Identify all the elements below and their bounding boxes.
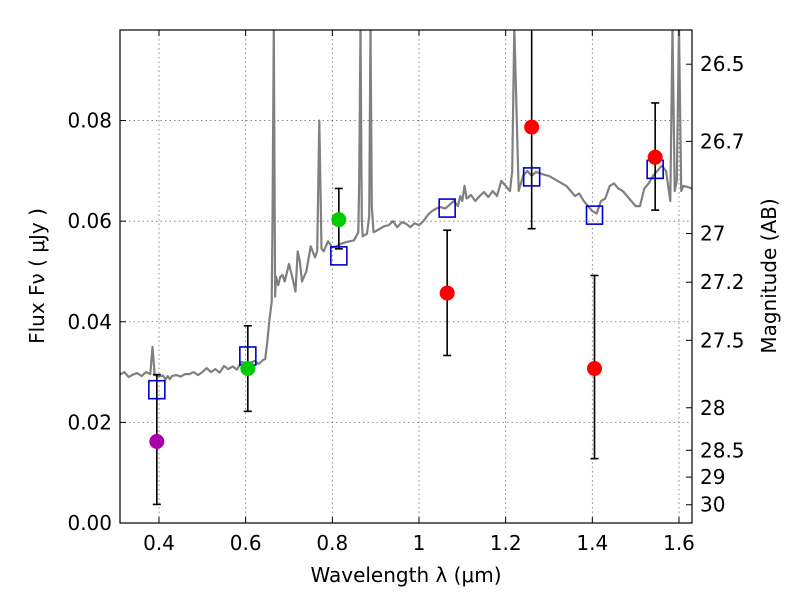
model-photometry-square <box>585 205 604 225</box>
observed-photometry-point <box>240 361 256 377</box>
mag-tick-label: 30 <box>700 493 725 517</box>
y-tick-label: 0.08 <box>67 109 112 133</box>
observed-photometry-point <box>647 149 663 165</box>
x-tick-label: 1.6 <box>663 531 695 555</box>
observed-photometry-layer <box>149 119 663 450</box>
observed-photometry-point <box>149 434 165 450</box>
observed-photometry-point <box>439 285 455 301</box>
model-photometry-square <box>148 379 166 400</box>
x-tick-label: 1.4 <box>576 531 608 555</box>
model-photometry-layer <box>148 159 664 400</box>
plot-frame <box>119 29 693 524</box>
y-axis-ticks: 0.00 0.02 0.04 0.06 0.08 <box>67 109 126 535</box>
model-photometry-square <box>522 167 541 187</box>
y-tick-label: 0.00 <box>67 511 112 535</box>
observed-photometry-point <box>524 119 540 135</box>
model-photometry-square <box>438 198 456 218</box>
mag-tick-label: 28 <box>700 396 725 420</box>
x-axis-ticks: 0.4 0.6 0.8 1 1.2 1.4 1.6 <box>143 30 695 555</box>
x-tick-label: 0.8 <box>316 531 348 555</box>
mag-tick-label: 27.2 <box>700 270 745 294</box>
model-sed-line <box>120 30 692 381</box>
mag-tick-label: 27.5 <box>700 328 745 352</box>
magnitude-axis-ticks: 26.5 26.7 27 27.2 27.5 28 28.5 29 30 <box>686 52 745 517</box>
model-sed-layer <box>120 30 692 381</box>
y-tick-label: 0.06 <box>67 209 112 233</box>
mag-tick-label: 26.5 <box>700 52 745 76</box>
x-axis-label: Wavelength λ (μm) <box>310 563 501 587</box>
x-tick-label: 1 <box>413 531 426 555</box>
grid-lines <box>120 30 692 523</box>
magnitude-axis-label: Magnitude (AB) <box>757 198 781 353</box>
x-tick-label: 0.6 <box>230 531 262 555</box>
mag-tick-label: 28.5 <box>700 438 745 462</box>
mag-tick-label: 29 <box>700 465 725 489</box>
error-bars-layer <box>152 30 660 506</box>
y-tick-label: 0.04 <box>67 310 112 334</box>
mag-tick-label: 26.7 <box>700 129 745 153</box>
y-tick-label: 0.02 <box>67 410 112 434</box>
y-axis-label: Flux Fν ( μJy ) <box>25 208 49 344</box>
mag-tick-label: 27 <box>700 222 725 246</box>
model-photometry-square <box>330 246 348 266</box>
observed-photometry-point <box>587 361 602 377</box>
x-tick-label: 1.2 <box>490 531 522 555</box>
x-tick-label: 0.4 <box>143 531 175 555</box>
observed-photometry-point <box>331 212 347 228</box>
